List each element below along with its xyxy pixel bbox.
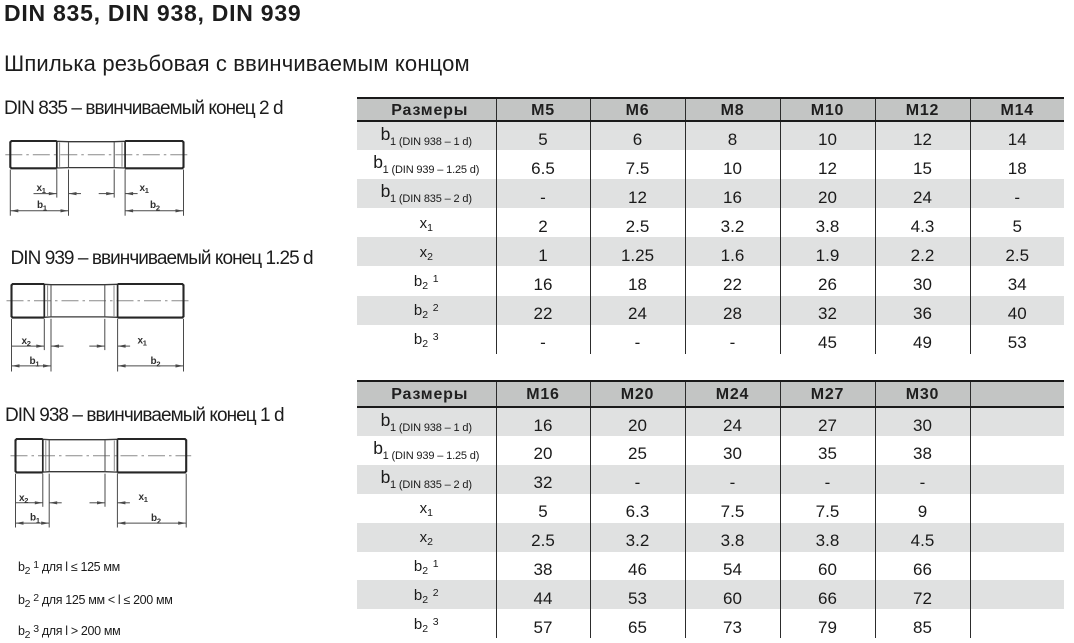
svg-text:b1: b1 [30,356,40,368]
svg-text:b1: b1 [30,513,40,525]
svg-text:x1: x1 [139,492,148,504]
svg-text:b2: b2 [151,356,161,368]
svg-text:x2: x2 [22,336,31,348]
svg-text:b1: b1 [37,200,47,212]
svg-text:x1: x1 [138,335,147,347]
svg-text:b2: b2 [151,513,161,525]
svg-text:x2: x2 [19,493,28,505]
svg-text:x1: x1 [37,183,46,195]
svg-text:x1: x1 [140,183,149,195]
svg-text:b2: b2 [150,200,160,212]
